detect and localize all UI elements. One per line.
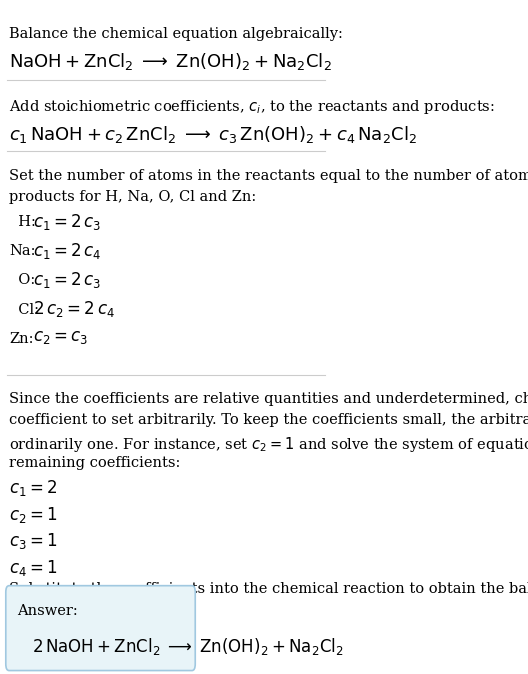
Text: H:: H: xyxy=(9,215,36,229)
Text: products for H, Na, O, Cl and Zn:: products for H, Na, O, Cl and Zn: xyxy=(9,190,256,204)
Text: Substitute the coefficients into the chemical reaction to obtain the balanced: Substitute the coefficients into the che… xyxy=(9,582,528,596)
Text: $c_1 = 2$: $c_1 = 2$ xyxy=(9,479,58,498)
Text: $c_1 = 2\,c_3$: $c_1 = 2\,c_3$ xyxy=(33,270,102,290)
Text: $c_1\,\mathrm{NaOH} + c_2\,\mathrm{ZnCl_2} \;\longrightarrow\; c_3\,\mathrm{Zn(O: $c_1\,\mathrm{NaOH} + c_2\,\mathrm{ZnCl_… xyxy=(9,123,417,144)
Text: $c_1 = 2\,c_4$: $c_1 = 2\,c_4$ xyxy=(33,241,102,261)
Text: $2\,c_2 = 2\,c_4$: $2\,c_2 = 2\,c_4$ xyxy=(33,299,115,319)
FancyBboxPatch shape xyxy=(6,586,195,671)
Text: $c_4 = 1$: $c_4 = 1$ xyxy=(9,558,58,578)
Text: $c_3 = 1$: $c_3 = 1$ xyxy=(9,531,58,551)
Text: Set the number of atoms in the reactants equal to the number of atoms in the: Set the number of atoms in the reactants… xyxy=(9,168,528,183)
Text: Zn:: Zn: xyxy=(9,332,33,346)
Text: coefficient to set arbitrarily. To keep the coefficients small, the arbitrary va: coefficient to set arbitrarily. To keep … xyxy=(9,413,528,427)
Text: $c_2 = 1$: $c_2 = 1$ xyxy=(9,505,58,525)
Text: ordinarily one. For instance, set $c_2 = 1$ and solve the system of equations fo: ordinarily one. For instance, set $c_2 =… xyxy=(9,435,528,454)
Text: Na:: Na: xyxy=(9,244,35,258)
Text: Balance the chemical equation algebraically:: Balance the chemical equation algebraica… xyxy=(9,28,343,41)
Text: $\mathrm{NaOH + ZnCl_2 \;\longrightarrow\; Zn(OH)_2 + Na_2Cl_2}$: $\mathrm{NaOH + ZnCl_2 \;\longrightarrow… xyxy=(9,51,332,71)
Text: $2\,\mathrm{NaOH} + \mathrm{ZnCl_2} \;\longrightarrow\; \mathrm{Zn(OH)_2} + \mat: $2\,\mathrm{NaOH} + \mathrm{ZnCl_2} \;\l… xyxy=(32,636,343,657)
Text: Answer:: Answer: xyxy=(17,605,78,618)
Text: $c_2 = c_3$: $c_2 = c_3$ xyxy=(33,328,88,346)
Text: Since the coefficients are relative quantities and underdetermined, choose a: Since the coefficients are relative quan… xyxy=(9,392,528,406)
Text: Add stoichiometric coefficients, $c_i$, to the reactants and products:: Add stoichiometric coefficients, $c_i$, … xyxy=(9,98,495,117)
Text: $c_1 = 2\,c_3$: $c_1 = 2\,c_3$ xyxy=(33,212,102,232)
Text: remaining coefficients:: remaining coefficients: xyxy=(9,456,181,470)
Text: O:: O: xyxy=(9,274,35,287)
Text: Cl:: Cl: xyxy=(9,303,39,317)
Text: equation:: equation: xyxy=(9,604,79,617)
